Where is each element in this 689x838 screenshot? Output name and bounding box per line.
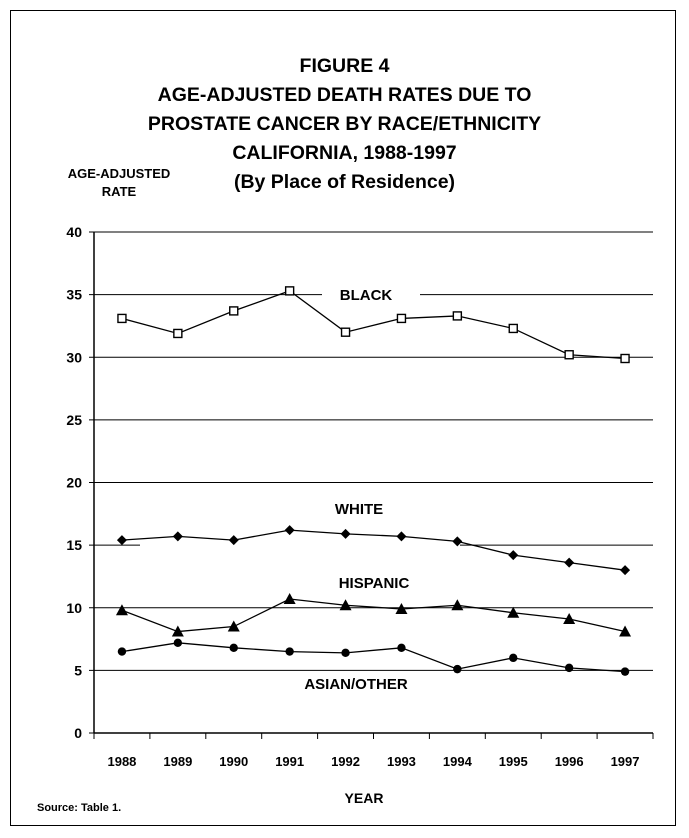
data-point-triangle xyxy=(451,599,464,611)
data-point-diamond xyxy=(228,535,239,546)
data-point-circle xyxy=(509,653,518,663)
data-point-triangle xyxy=(619,625,632,637)
series-label: WHITE xyxy=(335,501,383,518)
y-tick-label: 15 xyxy=(66,537,82,553)
x-tick-label: 1992 xyxy=(331,754,360,769)
title-line: FIGURE 4 xyxy=(299,55,390,77)
x-tick-label: 1994 xyxy=(443,754,473,769)
y-tick-label: 20 xyxy=(66,475,82,491)
title-line: PROSTATE CANCER BY RACE/ETHNICITY xyxy=(147,113,542,135)
y-axis-label: AGE-ADJUSTED RATE xyxy=(54,165,184,201)
data-point-square xyxy=(508,323,518,334)
data-point-triangle xyxy=(563,613,576,625)
data-point-triangle xyxy=(507,606,520,618)
y-tick-label: 25 xyxy=(66,412,82,428)
title-line: CALIFORNIA, 1988-1997 xyxy=(232,142,457,164)
title-line: (By Place of Residence) xyxy=(233,171,456,193)
data-point-circle xyxy=(285,647,294,656)
data-point-square xyxy=(340,327,351,337)
data-point-triangle xyxy=(171,625,184,637)
x-tick-label: 1991 xyxy=(275,754,304,769)
series-line xyxy=(121,598,626,633)
chart-title: FIGURE 4 AGE-ADJUSTED DEATH RATES DUE TO… xyxy=(0,52,689,197)
x-tick-label: 1997 xyxy=(611,754,640,769)
data-point-diamond xyxy=(564,557,575,568)
x-tick-label: 1996 xyxy=(555,754,584,769)
data-point-diamond xyxy=(396,531,407,542)
data-point-diamond xyxy=(452,536,463,547)
source-note: Source: Table 1. xyxy=(37,802,122,814)
series-line xyxy=(121,529,626,571)
data-point-circle xyxy=(117,647,127,656)
data-point-triangle xyxy=(115,604,128,616)
data-point-square xyxy=(564,350,574,360)
y-tick-label: 35 xyxy=(66,287,82,303)
data-point-square xyxy=(229,306,239,316)
x-axis-title: YEAR xyxy=(345,790,384,806)
x-tick-label: 1990 xyxy=(219,754,248,769)
data-point-circle xyxy=(564,663,574,673)
y-tick-label: 30 xyxy=(66,349,82,365)
y-axis-label-line: AGE-ADJUSTED xyxy=(67,166,171,181)
data-point-circle xyxy=(397,643,406,653)
data-point-circle xyxy=(173,638,183,648)
series-line xyxy=(121,290,626,360)
data-point-square xyxy=(117,313,127,324)
data-point-triangle xyxy=(395,603,408,615)
data-point-diamond xyxy=(284,525,295,536)
data-point-circle xyxy=(620,667,630,676)
y-tick-label: 5 xyxy=(74,662,82,678)
y-tick-label: 10 xyxy=(66,600,82,616)
data-point-diamond xyxy=(340,528,351,539)
y-tick-label: 40 xyxy=(66,224,82,240)
x-tick-label: 1988 xyxy=(107,754,136,769)
data-point-circle xyxy=(453,664,462,674)
series-label: BLACK xyxy=(340,287,393,304)
data-point-circle xyxy=(229,643,238,653)
series-label: ASIAN/OTHER xyxy=(304,676,408,693)
y-tick-label: 0 xyxy=(74,725,82,741)
data-point-triangle xyxy=(339,599,352,611)
data-point-diamond xyxy=(172,531,183,542)
figure-frame xyxy=(10,10,676,826)
title-line: AGE-ADJUSTED DEATH RATES DUE TO xyxy=(157,84,532,106)
series-label: HISPANIC xyxy=(339,575,410,592)
data-point-square xyxy=(173,328,183,339)
data-point-square xyxy=(396,313,407,324)
data-point-diamond xyxy=(620,565,631,576)
data-point-triangle xyxy=(227,620,240,632)
x-tick-label: 1995 xyxy=(499,754,528,769)
series-line xyxy=(121,642,626,673)
data-point-square xyxy=(284,286,295,296)
x-tick-label: 1989 xyxy=(163,754,192,769)
data-point-circle xyxy=(341,648,350,658)
data-point-diamond xyxy=(116,535,127,546)
data-point-square xyxy=(452,311,463,321)
data-point-diamond xyxy=(508,550,519,561)
data-point-square xyxy=(620,353,630,364)
data-point-triangle xyxy=(283,592,296,604)
y-axis-label-line: RATE xyxy=(101,184,137,199)
x-tick-label: 1993 xyxy=(387,754,416,769)
